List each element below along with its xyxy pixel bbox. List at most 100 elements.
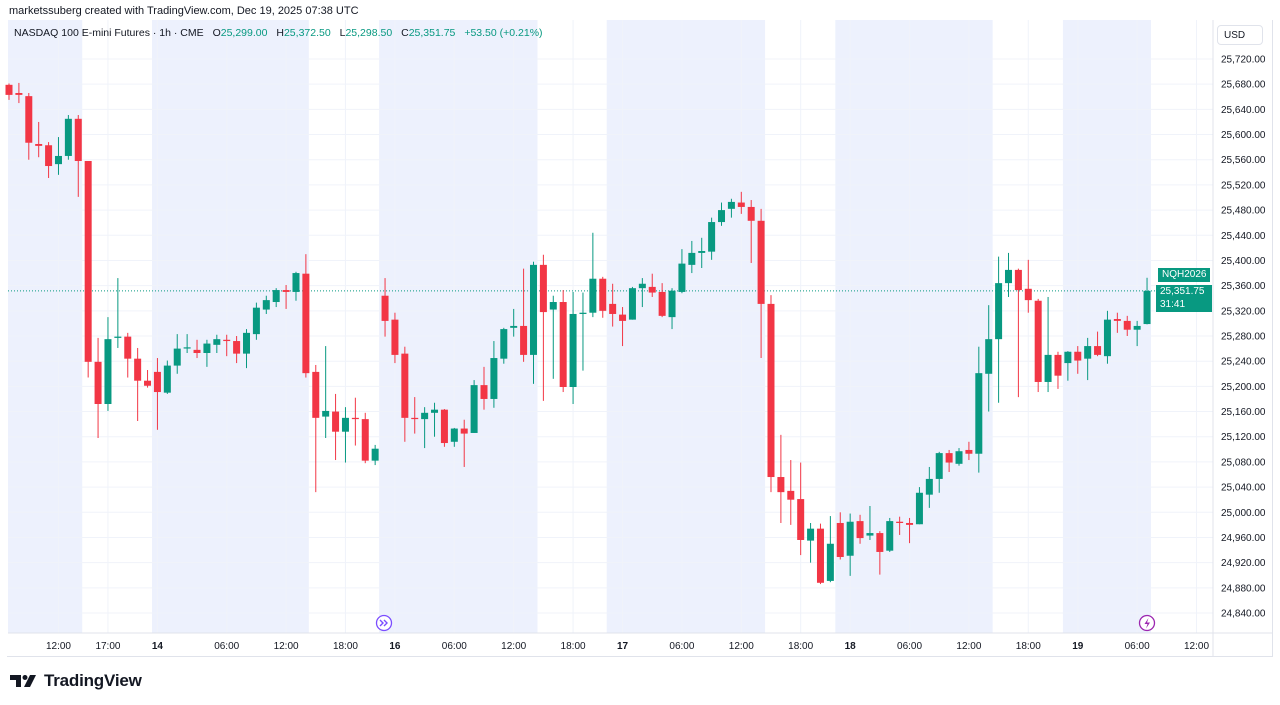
candle-up[interactable]: [431, 402, 439, 437]
candle-down[interactable]: [84, 160, 92, 378]
candle-down[interactable]: [737, 191, 745, 214]
candle-down[interactable]: [1113, 312, 1121, 333]
candle-up[interactable]: [708, 217, 716, 260]
candle-up[interactable]: [371, 444, 379, 466]
candle-down[interactable]: [1024, 259, 1032, 313]
candle-down[interactable]: [757, 208, 765, 359]
candle-down[interactable]: [1074, 346, 1082, 374]
candle-up[interactable]: [549, 295, 557, 379]
candle-down[interactable]: [1123, 315, 1131, 337]
candle-up[interactable]: [886, 517, 894, 552]
candle-down[interactable]: [124, 332, 132, 378]
candle-up[interactable]: [925, 466, 933, 508]
candle-down[interactable]: [816, 523, 824, 585]
candle-down[interactable]: [797, 462, 805, 556]
candle-down[interactable]: [856, 514, 864, 544]
currency-button[interactable]: USD: [1217, 25, 1263, 45]
candle-down[interactable]: [282, 285, 290, 309]
candle-up[interactable]: [589, 232, 597, 318]
candle-up[interactable]: [341, 407, 349, 463]
candle-down[interactable]: [609, 283, 617, 327]
candle-up[interactable]: [510, 308, 518, 337]
candle-down[interactable]: [312, 364, 320, 493]
candle-down[interactable]: [896, 516, 904, 535]
candle-up[interactable]: [243, 329, 251, 369]
candle-up[interactable]: [569, 291, 577, 405]
candle-up[interactable]: [807, 522, 815, 563]
candle-up[interactable]: [500, 327, 508, 364]
candle-up[interactable]: [1044, 296, 1052, 393]
candle-down[interactable]: [391, 312, 399, 364]
candle-up[interactable]: [183, 334, 191, 354]
candle-up[interactable]: [104, 317, 112, 411]
candle-down[interactable]: [876, 531, 884, 575]
candle-up[interactable]: [421, 407, 429, 449]
candle-down[interactable]: [539, 254, 547, 401]
candle-down[interactable]: [144, 370, 152, 388]
candle-down[interactable]: [411, 397, 419, 434]
candle-down[interactable]: [35, 121, 43, 158]
candle-up[interactable]: [470, 380, 478, 433]
candle-down[interactable]: [777, 434, 785, 523]
candle-down[interactable]: [1094, 331, 1102, 357]
candle-up[interactable]: [975, 346, 983, 473]
candle-up[interactable]: [688, 240, 696, 274]
candle-down[interactable]: [559, 290, 567, 393]
lightning-circle-icon[interactable]: [1138, 614, 1156, 632]
candle-down[interactable]: [440, 409, 448, 447]
candle-down[interactable]: [74, 115, 82, 197]
candle-down[interactable]: [45, 142, 53, 178]
candle-down[interactable]: [1014, 268, 1022, 398]
candle-up[interactable]: [866, 505, 874, 540]
candle-up[interactable]: [262, 295, 270, 314]
candle-down[interactable]: [787, 460, 795, 525]
candle-up[interactable]: [490, 341, 498, 408]
candle-up[interactable]: [114, 278, 122, 348]
candle-down[interactable]: [599, 276, 607, 318]
candle-up[interactable]: [955, 448, 963, 466]
candle-down[interactable]: [1054, 351, 1062, 389]
candle-down[interactable]: [361, 412, 369, 464]
candle-up[interactable]: [698, 237, 706, 269]
candle-up[interactable]: [1133, 320, 1141, 347]
candle-up[interactable]: [292, 271, 300, 301]
candle-down[interactable]: [648, 273, 656, 297]
candle-up[interactable]: [579, 292, 587, 371]
candle-up[interactable]: [203, 339, 211, 367]
candle-down[interactable]: [1034, 298, 1042, 393]
candle-down[interactable]: [480, 366, 488, 410]
candle-up[interactable]: [272, 288, 280, 308]
candle-down[interactable]: [747, 200, 755, 263]
candle-down[interactable]: [5, 83, 13, 100]
candle-up[interactable]: [322, 346, 330, 438]
candle-down[interactable]: [302, 254, 310, 378]
candle-down[interactable]: [945, 449, 953, 472]
candle-up[interactable]: [54, 137, 62, 175]
candle-down[interactable]: [223, 334, 231, 357]
fast-forward-circle-icon[interactable]: [375, 614, 393, 632]
candle-up[interactable]: [718, 202, 726, 226]
candle-down[interactable]: [381, 278, 389, 337]
candle-up[interactable]: [1103, 310, 1111, 364]
candle-down[interactable]: [906, 517, 914, 544]
candle-down[interactable]: [94, 337, 102, 438]
symbol-name[interactable]: NASDAQ 100 E-mini Futures · 1h · CME: [14, 27, 204, 39]
candle-down[interactable]: [836, 512, 844, 560]
candle-up[interactable]: [915, 487, 923, 525]
candle-down[interactable]: [460, 419, 468, 467]
candle-up[interactable]: [628, 286, 636, 320]
candle-down[interactable]: [332, 393, 340, 461]
candle-up[interactable]: [450, 427, 458, 447]
candle-down[interactable]: [233, 336, 241, 364]
candle-down[interactable]: [619, 307, 627, 347]
tradingview-logo[interactable]: TradingView: [10, 671, 142, 691]
candle-down[interactable]: [658, 283, 666, 318]
candle-up[interactable]: [163, 360, 171, 394]
candle-down[interactable]: [351, 397, 359, 446]
candle-up[interactable]: [935, 451, 943, 493]
candle-down[interactable]: [193, 339, 201, 359]
candle-up[interactable]: [529, 261, 537, 384]
candle-down[interactable]: [965, 441, 973, 461]
candle-up[interactable]: [985, 305, 993, 412]
